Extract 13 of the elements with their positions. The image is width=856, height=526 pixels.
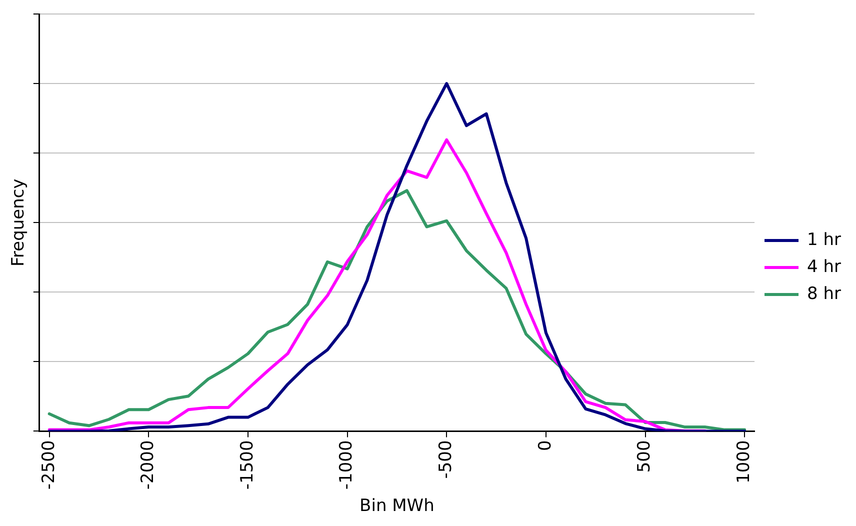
legend-label: 8 hr [807, 284, 842, 304]
x-tick-label: 500 [634, 440, 655, 473]
legend-label: 4 hr [807, 256, 842, 277]
y-axis-title: Frequency [8, 178, 29, 267]
x-tick-label: 0 [535, 440, 556, 452]
x-tick-label: -1500 [237, 440, 258, 490]
x-tick-label: -500 [436, 440, 456, 479]
x-tick-label: 1000 [734, 440, 754, 484]
x-tick-label: -2000 [138, 440, 158, 490]
x-tick-label: -2500 [38, 440, 59, 490]
legend-label: 1 hr [807, 230, 842, 250]
x-tick-label: -1000 [336, 440, 357, 490]
x-axis-title: Bin MWh [360, 496, 434, 516]
